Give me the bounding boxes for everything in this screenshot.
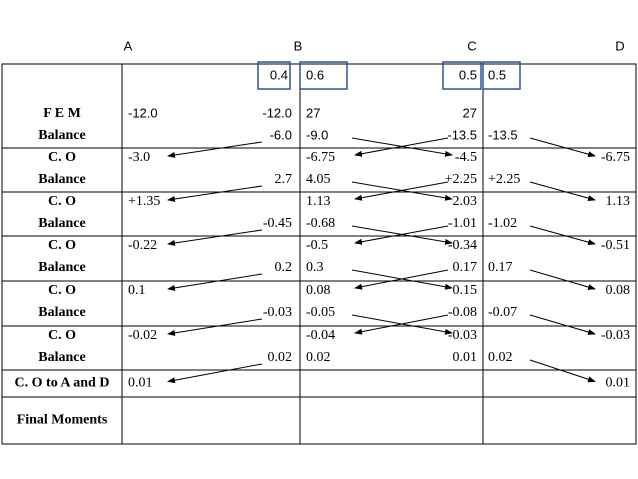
moment-value: -13.5 [447,127,477,142]
row-label: C. O [48,150,76,165]
row-label: Final Moments [17,413,108,428]
row-label: C. O [48,283,76,298]
moment-value: -6.75 [601,150,630,165]
moment-value: -6.75 [306,150,335,165]
column-header: A [124,38,133,53]
carry-over-arrow [529,314,596,335]
distribution-factor: 0.5 [488,67,506,82]
distribution-factor: 0.6 [306,67,324,82]
carry-over-arrow [167,229,263,246]
carry-over-arrow [354,137,449,157]
moment-value: 0.08 [306,283,331,298]
row-label: Balance [38,260,85,275]
row-label: C. O [48,328,76,343]
moment-value: -0.03 [448,328,477,343]
moment-value: -6.0 [270,127,292,142]
carry-over-arrow [354,314,449,335]
carry-over-arrow [354,225,449,245]
moment-value: 1.13 [306,194,331,209]
moment-value: -3.0 [128,150,150,165]
moment-value: 2.03 [453,194,478,209]
moment-value: 0.01 [606,376,631,391]
carry-over-arrow [354,269,449,290]
moment-value: -9.0 [306,127,328,142]
moment-value: -0.02 [128,328,157,343]
moment-value: 0.02 [488,350,513,365]
row-label: Balance [38,305,85,320]
moment-value: -0.05 [306,305,335,320]
moment-value: 0.02 [306,350,331,365]
moment-value: +2.25 [488,172,520,187]
distribution-factor: 0.5 [459,67,477,82]
moment-value: 0.08 [606,283,631,298]
column-header: B [294,38,303,53]
moment-value: -0.08 [448,305,477,320]
row-label: Balance [38,216,85,231]
moment-value: 27 [463,105,477,120]
carry-over-arrow [354,181,449,201]
column-header: D [615,38,624,53]
moment-value: 0.01 [128,376,153,391]
moment-value: -0.07 [488,305,517,320]
df-box [482,61,521,90]
moment-value: -13.5 [488,127,518,142]
moment-value: 0.02 [268,350,293,365]
carry-over-arrow [529,181,596,202]
carry-over-arrow [167,141,263,158]
moment-value: 1.13 [606,194,631,209]
row-label: Balance [38,172,85,187]
moment-value: 0.17 [488,260,513,275]
moment-value: +2.25 [445,172,477,187]
moment-value: -0.04 [306,328,335,343]
row-label: C. O [48,194,76,209]
moment-value: 0.1 [128,283,146,298]
moment-value: -0.51 [601,238,630,253]
df-box [299,61,348,90]
moment-value: -12.0 [262,105,292,120]
moment-value: 27 [306,105,320,120]
carry-over-arrow [529,137,596,158]
moment-value: -0.03 [601,328,630,343]
moment-value: -0.5 [306,238,328,253]
moment-value: 0.2 [275,260,293,275]
moment-value: -12.0 [128,105,158,120]
carry-over-arrow [167,185,263,202]
moment-value: +1.35 [128,194,160,209]
moment-value: 0.17 [453,260,478,275]
moment-value: -1.02 [488,216,517,231]
column-header: C [467,38,476,53]
moment-value: 0.15 [453,283,478,298]
moment-value: -0.45 [263,216,292,231]
table-border [1,63,637,445]
row-label: Balance [38,350,85,365]
moment-value: -0.03 [263,305,292,320]
moment-value: -1.01 [448,216,477,231]
carry-over-arrow [167,318,263,336]
moment-value: 4.05 [306,172,331,187]
df-box [257,61,291,90]
moment-value: 0.01 [453,350,478,365]
moment-value: -4.5 [455,150,477,165]
moment-value: -0.22 [128,238,157,253]
df-box [442,61,482,90]
carry-over-arrow [529,269,596,290]
moment-value: 0.3 [306,260,324,275]
carry-over-arrow [529,359,596,383]
carry-over-arrow [167,363,263,384]
row-label: F E M [43,106,81,121]
row-label: Balance [38,128,85,143]
carry-over-arrow [167,273,263,291]
carry-over-arrow [529,225,596,246]
row-label: C. O [48,238,76,253]
distribution-factor: 0.4 [270,67,288,82]
moment-value: -0.68 [306,216,335,231]
moment-value: -0.34 [448,238,477,253]
moment-value: 2.7 [275,172,293,187]
row-label: C. O to A and D [15,376,110,391]
